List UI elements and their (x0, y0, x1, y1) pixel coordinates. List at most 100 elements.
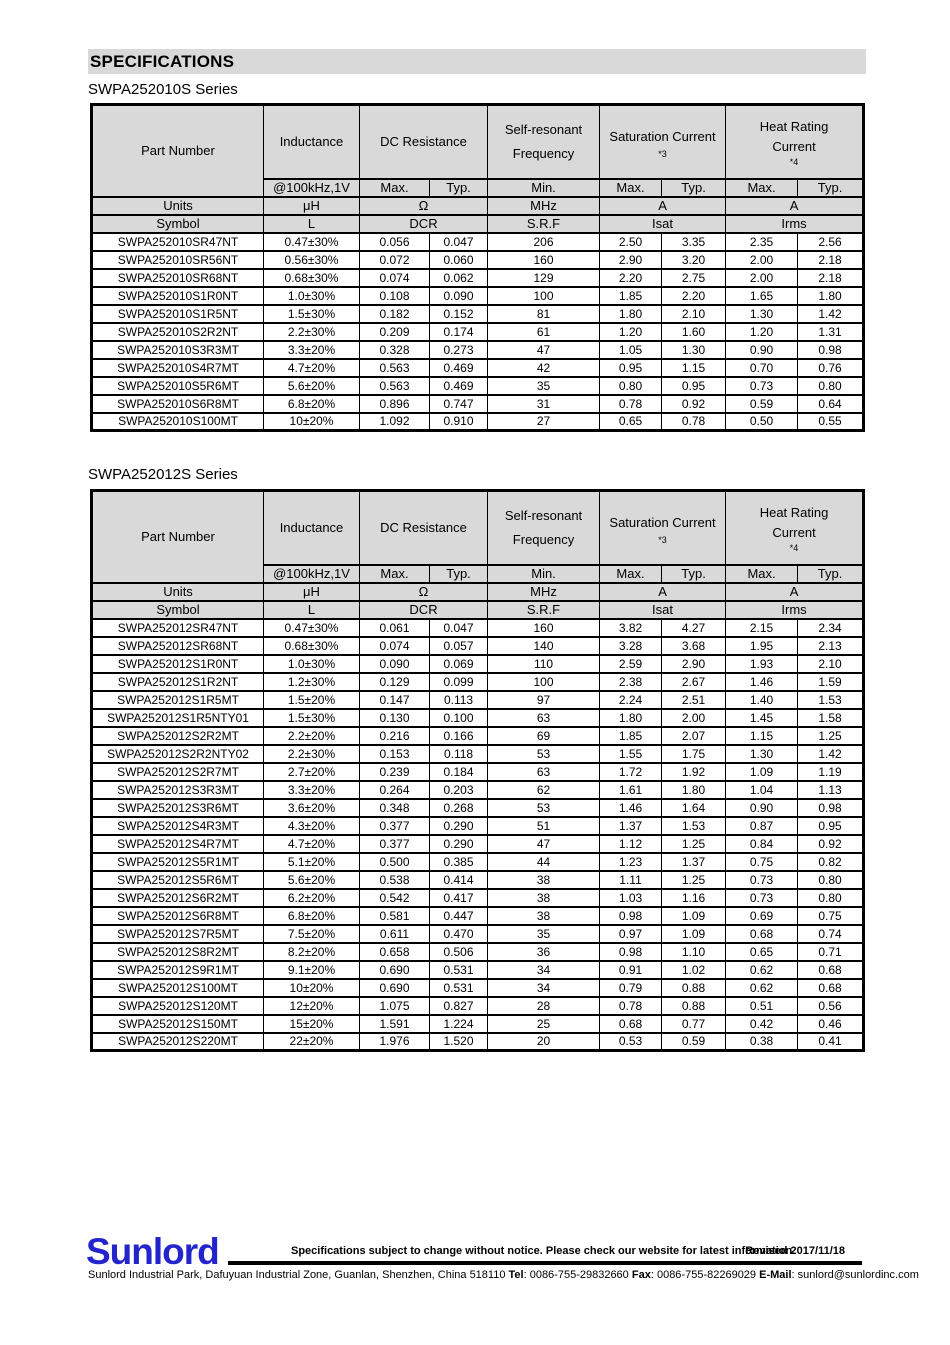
symbol-inductance: L (263, 213, 360, 234)
value-cell: 0.71 (797, 941, 865, 962)
table-row: SWPA252012S1R0NT 1.0±30% 0.090 0.069 110 2.59… (91, 653, 865, 674)
value-cell: 1.5±30% (263, 707, 360, 728)
header-dc-resistance: DC Resistance (358, 103, 489, 180)
value-cell: 0.328 (359, 339, 430, 360)
part-number-cell: SWPA252012S4R3MT (91, 815, 264, 836)
value-cell: 0.42 (725, 1013, 799, 1034)
value-cell: 25 (487, 1013, 601, 1034)
value-cell: 0.099 (428, 671, 489, 692)
header-saturation-current: Saturation Current *3 (599, 103, 727, 180)
value-cell: 2.38 (599, 671, 663, 692)
value-cell: 0.98 (599, 905, 663, 926)
unit-isat: A (599, 195, 727, 216)
value-cell: 1.92 (661, 761, 727, 782)
value-cell: 1.31 (797, 321, 865, 342)
header-saturation-current: Saturation Current *3 (599, 489, 727, 566)
footer-tel-value: : 0086-755-29832660 (523, 1269, 629, 1281)
value-cell: 1.12 (599, 833, 663, 854)
header-heat-rating-current: Heat Rating Current *4 (725, 489, 865, 566)
value-cell: 1.04 (725, 779, 799, 800)
table-row: SWPA252010SR47NT 0.47±30% 0.056 0.047 206 2.5… (91, 231, 865, 252)
value-cell: 3.6±20% (263, 797, 360, 818)
header-irms-max: Max. (725, 178, 799, 198)
unit-irms: A (725, 195, 865, 216)
value-cell: 1.80 (661, 779, 727, 800)
value-cell: 61 (487, 321, 601, 342)
value-cell: 0.73 (725, 869, 799, 890)
value-cell: 1.64 (661, 797, 727, 818)
value-cell: 0.047 (428, 617, 489, 638)
footer-fax-value: : 0086-755-82269029 (650, 1269, 757, 1281)
part-number-cell: SWPA252010SR56NT (91, 249, 264, 270)
value-cell: 0.46 (797, 1013, 865, 1034)
value-cell: 3.82 (599, 617, 663, 638)
header-saturation-label: Saturation Current (609, 514, 716, 530)
value-cell: 1.224 (428, 1013, 489, 1034)
value-cell: 0.417 (428, 887, 489, 908)
symbol-row-label: Symbol (91, 213, 264, 234)
footer-notice: Specifications subject to change without… (291, 1245, 796, 1257)
value-cell: 2.00 (725, 249, 799, 270)
value-cell: 0.184 (428, 761, 489, 782)
value-cell: 0.75 (797, 905, 865, 926)
value-cell: 0.611 (359, 923, 430, 944)
value-cell: 0.87 (725, 815, 799, 836)
value-cell: 0.377 (359, 833, 430, 854)
value-cell: 53 (487, 743, 601, 764)
value-cell: 1.72 (599, 761, 663, 782)
part-number-cell: SWPA252012S2R2MT (91, 725, 264, 746)
value-cell: 0.51 (725, 995, 799, 1016)
value-cell: 3.3±20% (263, 339, 360, 360)
value-cell: 51 (487, 815, 601, 836)
value-cell: 0.68 (599, 1013, 663, 1034)
value-cell: 0.268 (428, 797, 489, 818)
table-row: SWPA252010S3R3MT 3.3±20% 0.328 0.273 47 1.05 1… (91, 339, 865, 360)
swpa252010s-table: Part Number Inductance DC Resistance Sel… (90, 103, 866, 432)
table-row: SWPA252010S1R0NT 1.0±30% 0.108 0.090 100 1.85… (91, 285, 865, 306)
value-cell: 2.2±20% (263, 725, 360, 746)
value-cell: 1.93 (725, 653, 799, 674)
part-number-cell: SWPA252012S120MT (91, 995, 264, 1016)
value-cell: 0.061 (359, 617, 430, 638)
symbol-isat: Isat (599, 599, 727, 620)
header-heat-line1: Heat Rating (759, 118, 829, 134)
value-cell: 1.23 (599, 851, 663, 872)
units-row-label: Units (91, 581, 264, 602)
value-cell: 2.07 (661, 725, 727, 746)
value-cell: 1.5±30% (263, 303, 360, 324)
value-cell: 0.563 (359, 375, 430, 396)
value-cell: 1.11 (599, 869, 663, 890)
table-row: SWPA252010S2R2NT 2.2±30% 0.209 0.174 61 1.20 1… (91, 321, 865, 342)
part-number-cell: SWPA252010S1R5NT (91, 303, 264, 324)
part-number-cell: SWPA252012S220MT (91, 1031, 264, 1052)
value-cell: 2.90 (599, 249, 663, 270)
value-cell: 38 (487, 905, 601, 926)
header-isat-max: Max. (599, 564, 663, 584)
value-cell: 3.68 (661, 635, 727, 656)
value-cell: 1.05 (599, 339, 663, 360)
value-cell: 0.203 (428, 779, 489, 800)
header-srf-line2: Frequency (512, 531, 575, 547)
value-cell: 1.0±30% (263, 653, 360, 674)
value-cell: 0.563 (359, 357, 430, 378)
part-number-cell: SWPA252012S5R6MT (91, 869, 264, 890)
value-cell: 0.88 (661, 995, 727, 1016)
value-cell: 53 (487, 797, 601, 818)
value-cell: 2.59 (599, 653, 663, 674)
value-cell: 38 (487, 887, 601, 908)
value-cell: 1.46 (599, 797, 663, 818)
table-row: SWPA252010S1R5NT 1.5±30% 0.182 0.152 81 1.80 2… (91, 303, 865, 324)
value-cell: 20 (487, 1031, 601, 1052)
table-row: SWPA252012S7R5MT 7.5±20% 0.611 0.470 35 0.97 1… (91, 923, 865, 944)
table-row: SWPA252010S100MT 10±20% 1.092 0.910 27 0.65 0.… (91, 411, 865, 432)
value-cell: 0.090 (359, 653, 430, 674)
header-srf-line1: Self-resonant (504, 507, 583, 523)
value-cell: 0.118 (428, 743, 489, 764)
value-cell: 1.53 (797, 689, 865, 710)
value-cell: 0.385 (428, 851, 489, 872)
part-number-cell: SWPA252010SR68NT (91, 267, 264, 288)
header-heat-footnote: *4 (789, 542, 799, 553)
value-cell: 0.056 (359, 231, 430, 252)
value-cell: 42 (487, 357, 601, 378)
table-row: SWPA252012SR68NT 0.68±30% 0.074 0.057 140 3.2… (91, 635, 865, 656)
